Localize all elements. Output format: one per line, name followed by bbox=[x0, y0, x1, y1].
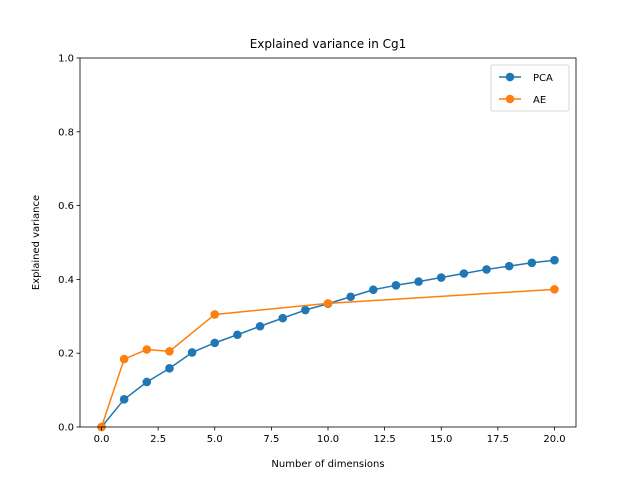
x-tick-label: 0.0 bbox=[94, 434, 110, 445]
data-point-pca bbox=[255, 321, 265, 331]
y-tick-label: 0.8 bbox=[58, 127, 74, 138]
data-point-pca bbox=[346, 292, 355, 302]
data-point-ae bbox=[119, 354, 129, 364]
data-point-pca bbox=[436, 273, 446, 282]
series-pca bbox=[97, 255, 559, 432]
data-point-pca bbox=[142, 377, 152, 387]
axes: 0.0 2.5 5.0 7.5 10.0 12.5 15.0 17.5 20.0 0.0 0.2 0.… bbox=[58, 54, 577, 445]
legend-swatch-marker bbox=[505, 72, 515, 82]
legend-box bbox=[490, 64, 570, 112]
y-tick-label: 0.2 bbox=[58, 349, 74, 360]
data-point-pca bbox=[482, 265, 491, 274]
data-point-pca bbox=[233, 330, 242, 340]
y-tick-label: 0.0 bbox=[58, 423, 74, 434]
data-point-ae bbox=[323, 299, 333, 308]
series-ae bbox=[97, 285, 559, 432]
data-point-pca bbox=[391, 281, 401, 290]
data-point-ae bbox=[210, 310, 220, 319]
data-point-pca bbox=[278, 313, 288, 323]
legend-item-ae: AE bbox=[499, 94, 546, 106]
axes-frame bbox=[79, 57, 577, 428]
legend-item-pca: PCA bbox=[499, 72, 553, 84]
legend-swatch-marker bbox=[505, 94, 515, 104]
data-point-pca bbox=[550, 255, 559, 265]
data-point-pca bbox=[165, 364, 174, 373]
x-tick-label: 7.5 bbox=[263, 434, 279, 445]
legend: PCA AE bbox=[490, 64, 570, 112]
x-tick-label: 5.0 bbox=[207, 434, 223, 445]
data-point-pca bbox=[301, 305, 310, 315]
x-tick-label: 15.0 bbox=[430, 434, 452, 445]
chart-title: Explained variance in Cg1 bbox=[250, 37, 407, 51]
data-point-pca bbox=[527, 258, 537, 268]
legend-label: PCA bbox=[533, 73, 553, 84]
x-tick-label: 12.5 bbox=[373, 434, 395, 445]
series-line-pca bbox=[100, 259, 555, 428]
data-point-pca bbox=[504, 261, 514, 271]
series-line-ae bbox=[100, 288, 555, 428]
data-point-pca bbox=[187, 348, 197, 357]
data-point-ae bbox=[142, 345, 152, 354]
y-axis-label: Explained variance bbox=[31, 195, 42, 290]
x-tick-label: 17.5 bbox=[487, 434, 509, 445]
x-tick-label: 2.5 bbox=[150, 434, 166, 445]
x-tick-label: 10.0 bbox=[317, 434, 339, 445]
data-point-pca bbox=[369, 285, 378, 295]
y-tick-label: 0.6 bbox=[58, 201, 74, 212]
data-point-pca bbox=[119, 395, 129, 404]
legend-label: AE bbox=[533, 95, 546, 106]
y-tick-label: 0.4 bbox=[58, 275, 74, 286]
data-point-pca bbox=[210, 338, 220, 348]
data-point-ae bbox=[165, 347, 174, 356]
plot-area bbox=[97, 255, 559, 432]
data-point-ae bbox=[550, 285, 559, 294]
y-tick-label: 1.0 bbox=[58, 54, 74, 65]
x-tick-label: 20.0 bbox=[543, 434, 565, 445]
data-point-pca bbox=[459, 269, 469, 278]
x-axis-label: Number of dimensions bbox=[271, 459, 384, 470]
data-point-pca bbox=[414, 277, 423, 286]
